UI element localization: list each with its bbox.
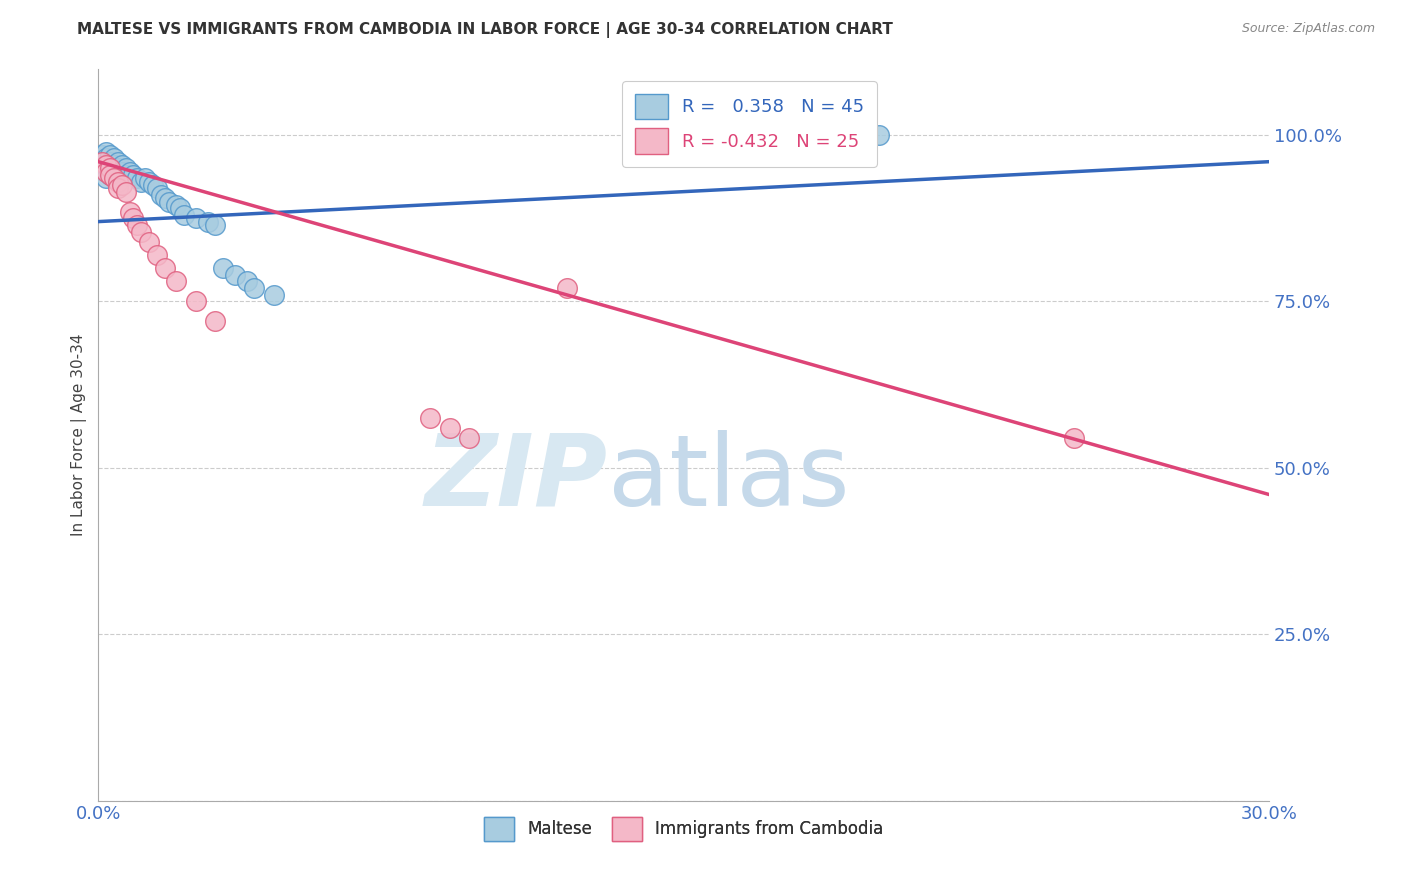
Point [243, 281, 266, 295]
Y-axis label: In Labor Force | Age 30-34: In Labor Force | Age 30-34 [72, 334, 87, 536]
Point [134, 171, 156, 186]
Point [142, 178, 165, 192]
Point [107, 175, 129, 189]
Point [96, 171, 118, 186]
Text: atlas: atlas [607, 430, 849, 527]
Point [96, 158, 118, 172]
Point [107, 168, 129, 182]
Point [114, 168, 136, 182]
Point [103, 158, 125, 172]
Point [157, 194, 180, 209]
Point [204, 314, 226, 328]
Point [138, 175, 160, 189]
Point [107, 154, 129, 169]
Legend: Maltese, Immigrants from Cambodia: Maltese, Immigrants from Cambodia [477, 810, 890, 847]
Point [173, 208, 195, 222]
Point [129, 175, 152, 189]
Point [98, 154, 121, 169]
Point [138, 235, 160, 249]
Point [146, 181, 169, 195]
Point [127, 171, 149, 186]
Point [107, 161, 129, 176]
Point [184, 294, 207, 309]
Point [98, 168, 121, 182]
Point [197, 214, 219, 228]
Text: MALTESE VS IMMIGRANTS FROM CAMBODIA IN LABOR FORCE | AGE 30-34 CORRELATION CHART: MALTESE VS IMMIGRANTS FROM CAMBODIA IN L… [77, 22, 893, 38]
Point [91, 148, 114, 162]
Point [153, 261, 176, 276]
Point [96, 145, 118, 159]
Point [98, 148, 121, 162]
Point [114, 185, 136, 199]
Point [555, 281, 578, 295]
Point [184, 211, 207, 226]
Point [122, 211, 145, 226]
Point [419, 411, 441, 425]
Point [91, 161, 114, 176]
Point [153, 191, 176, 205]
Point [103, 171, 125, 186]
Point [111, 178, 134, 192]
Point [103, 164, 125, 178]
Point [107, 181, 129, 195]
Point [212, 261, 235, 276]
Point [204, 218, 226, 232]
Point [263, 287, 285, 301]
Point [129, 225, 152, 239]
Point [169, 202, 191, 216]
Point [224, 268, 246, 282]
Point [91, 154, 114, 169]
Point [127, 218, 149, 232]
Point [103, 152, 125, 166]
Point [96, 152, 118, 166]
Text: Source: ZipAtlas.com: Source: ZipAtlas.com [1241, 22, 1375, 36]
Point [96, 164, 118, 178]
Point [96, 158, 118, 172]
Point [1063, 431, 1085, 445]
Point [96, 164, 118, 178]
Point [122, 168, 145, 182]
Point [98, 168, 121, 182]
Point [98, 161, 121, 176]
Text: ZIP: ZIP [425, 430, 607, 527]
Point [868, 128, 890, 142]
Point [91, 154, 114, 169]
Point [439, 421, 461, 435]
Point [118, 204, 141, 219]
Point [118, 164, 141, 178]
Point [235, 275, 257, 289]
Point [165, 198, 187, 212]
Point [149, 188, 172, 202]
Point [165, 275, 187, 289]
Point [458, 431, 481, 445]
Point [98, 161, 121, 176]
Point [111, 164, 134, 178]
Point [111, 158, 134, 172]
Point [146, 248, 169, 262]
Point [114, 161, 136, 176]
